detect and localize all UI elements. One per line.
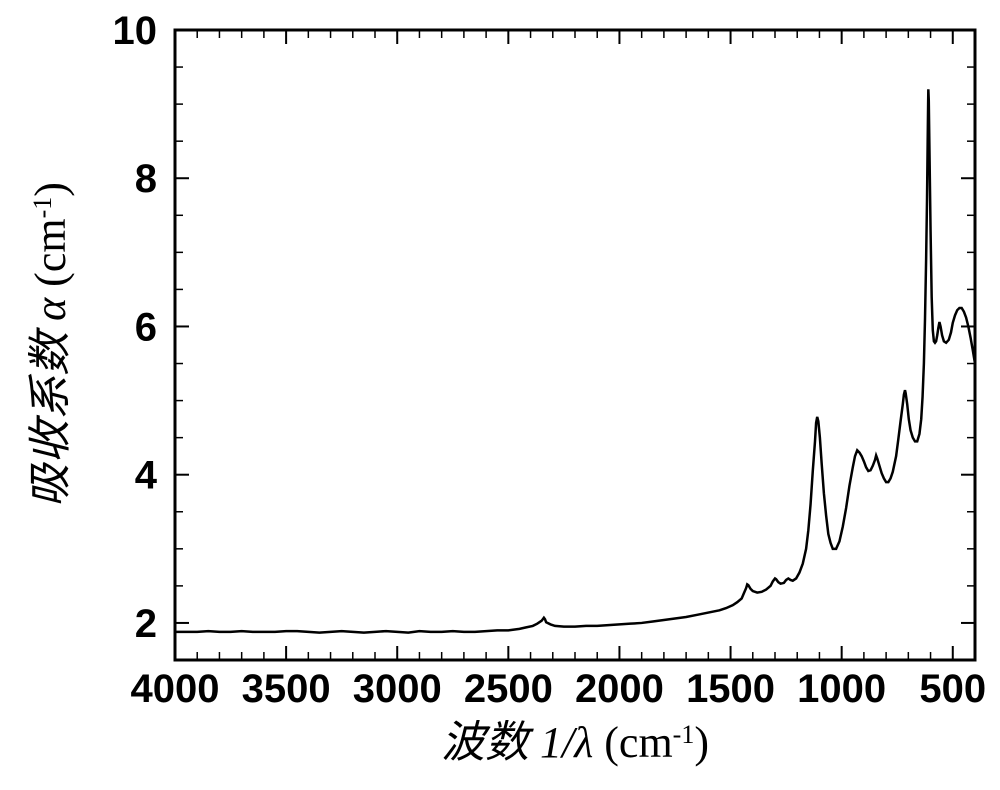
x-tick-label: 500 — [919, 667, 986, 711]
y-tick-label: 2 — [135, 602, 157, 646]
x-tick-label: 4000 — [131, 667, 220, 711]
y-axis-label: 吸收系数 α (cm-1) — [26, 182, 75, 508]
chart-svg: 4000 3500 3000 2500 2000 1500 1000 500 2 4 6 8 10 波数 … — [0, 0, 1000, 790]
y-tick-label: 4 — [135, 454, 158, 498]
x-tick-label: 3000 — [353, 667, 442, 711]
y-tick-label: 10 — [113, 9, 158, 53]
x-tick-label: 1500 — [686, 667, 775, 711]
x-tick-label: 2500 — [464, 667, 553, 711]
y-tick-label: 8 — [135, 157, 157, 201]
x-axis-label: 波数 1/λ (cm-1) — [441, 718, 709, 767]
y-tick-label: 6 — [135, 305, 157, 349]
x-tick-label: 3500 — [242, 667, 331, 711]
x-tick-label: 2000 — [575, 667, 664, 711]
x-tick-label: 1000 — [797, 667, 886, 711]
spectrum-chart: 4000 3500 3000 2500 2000 1500 1000 500 2 4 6 8 10 波数 … — [0, 0, 1000, 790]
